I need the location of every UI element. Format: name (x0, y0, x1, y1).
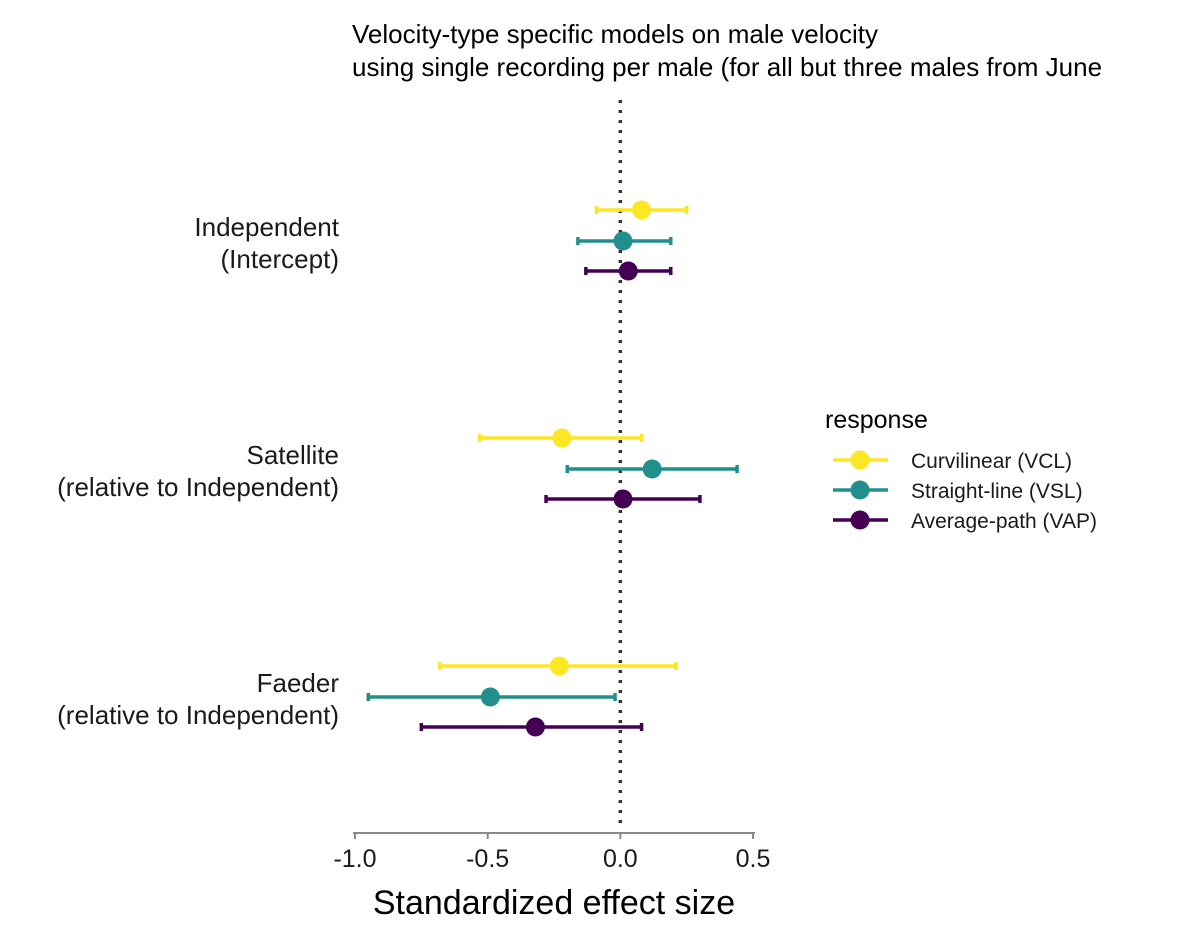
category-label-2-line-1: Satellite (247, 440, 340, 470)
x-tick-label: -0.5 (466, 845, 509, 873)
legend-label: Average-path (VAP) (911, 510, 1097, 533)
legend-key-point (850, 480, 870, 500)
category-label-2-line-2: (relative to Independent) (57, 472, 339, 502)
category-labels: Independent(Intercept)Satellite(relative… (57, 212, 340, 730)
x-tick-label: 0.0 (603, 845, 638, 873)
x-axis-title: Standardized effect size (373, 884, 735, 922)
legend-item-2: Straight-line (VSL) (833, 480, 1083, 503)
legend-key-point (850, 450, 870, 470)
legend-key-point (850, 510, 870, 530)
x-axis: -1.0 -0.5 0.0 0.5 (333, 832, 771, 873)
estimate-points (480, 200, 662, 737)
point-3-cat-2 (613, 489, 633, 509)
point-3-cat-1 (618, 261, 638, 281)
point-1-cat-3 (549, 656, 569, 676)
x-tick-label: -1.0 (333, 845, 376, 873)
point-1-cat-1 (632, 200, 652, 220)
point-2-cat-2 (642, 459, 662, 479)
x-tick-label: 0.5 (736, 845, 771, 873)
legend-item-3: Average-path (VAP) (833, 510, 1097, 533)
category-label-1-line-2: (Intercept) (221, 244, 340, 274)
point-1-cat-2 (552, 428, 572, 448)
point-3-cat-3 (525, 717, 545, 737)
legend-title: response (825, 406, 928, 434)
point-2-cat-1 (613, 231, 633, 251)
chart-title: Velocity-type specific models on male ve… (352, 19, 1102, 82)
category-label-1-line-1: Independent (194, 212, 339, 242)
category-label-3-line-2: (relative to Independent) (57, 700, 339, 730)
error-bars (366, 206, 739, 731)
legend-item-1: Curvilinear (VCL) (833, 450, 1072, 473)
chart-title-line-2: using single recording per male (for all… (352, 52, 1102, 82)
category-label-3-line-1: Faeder (257, 668, 340, 698)
legend-label: Straight-line (VSL) (911, 480, 1083, 503)
point-2-cat-3 (480, 687, 500, 707)
legend: response Curvilinear (VCL) Straight-line … (825, 406, 1097, 533)
chart-title-line-1: Velocity-type specific models on male ve… (352, 19, 878, 49)
legend-label: Curvilinear (VCL) (911, 450, 1072, 473)
